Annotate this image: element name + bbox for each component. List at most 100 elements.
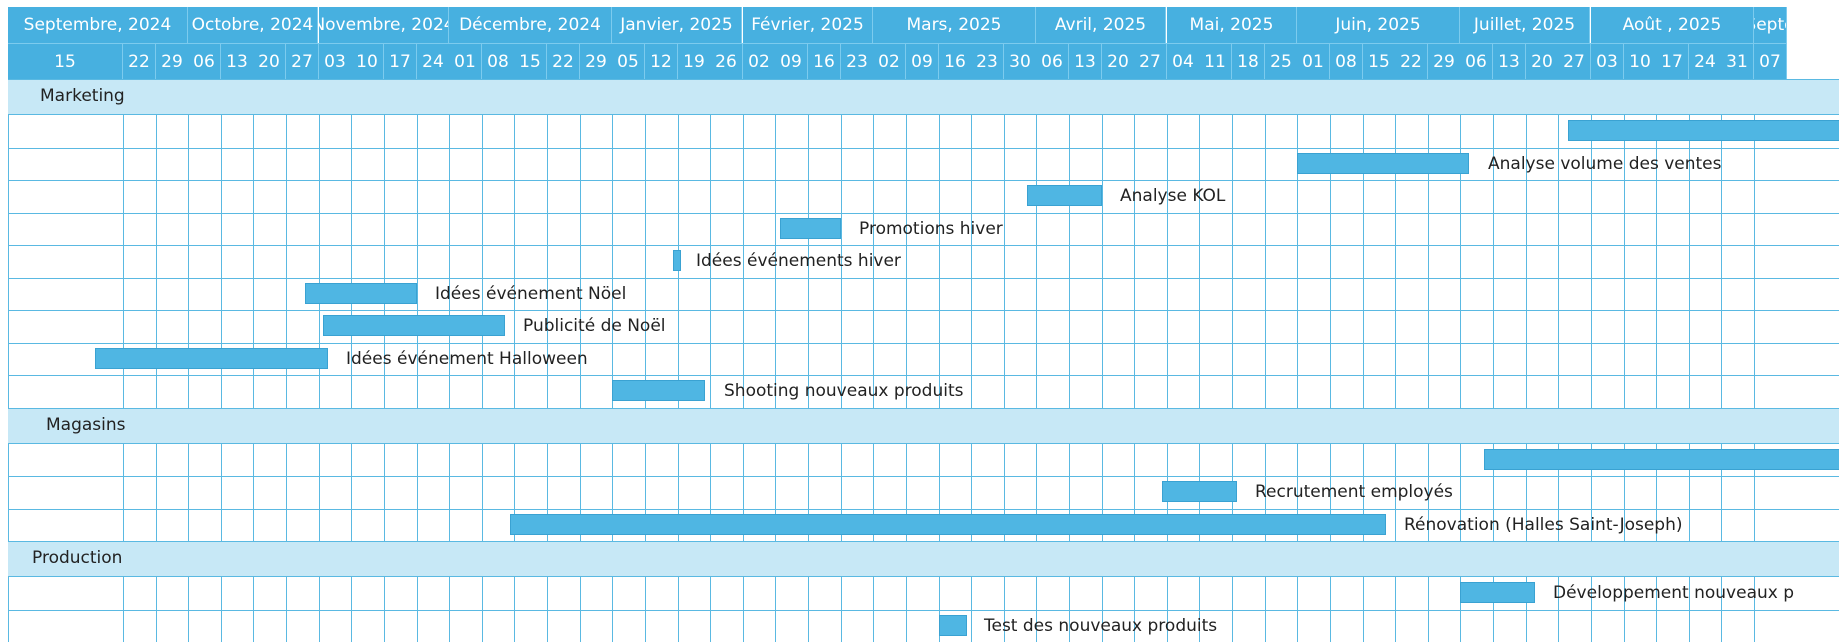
task-bar[interactable]	[1568, 120, 1839, 141]
task-label: Développement nouveaux p	[1553, 583, 1795, 603]
week-gridline	[580, 79, 581, 642]
week-header: 12	[645, 43, 678, 79]
week-header: 24	[1689, 43, 1722, 79]
week-header: 23	[841, 43, 874, 79]
week-gridline	[1069, 79, 1070, 642]
week-gridline	[1330, 79, 1331, 642]
task-label: Promotions hiver	[859, 219, 1003, 239]
task-bar[interactable]	[780, 218, 841, 239]
week-gridline	[1297, 79, 1298, 642]
task-row-divider	[8, 180, 1839, 181]
week-header: 16	[939, 43, 972, 79]
week-header: 24	[417, 43, 450, 79]
week-header: 15	[1363, 43, 1396, 79]
group-header-marketing[interactable]	[8, 79, 1839, 115]
week-header: 02	[743, 43, 776, 79]
week-header: 17	[384, 43, 417, 79]
week-header: 22	[123, 43, 156, 79]
week-header: 13	[1069, 43, 1102, 79]
week-gridline	[1624, 79, 1625, 642]
task-bar[interactable]	[612, 380, 705, 401]
task-row-divider	[8, 148, 1839, 149]
week-header: 10	[351, 43, 384, 79]
week-gridline	[1689, 79, 1690, 642]
week-header: 31	[1721, 43, 1754, 79]
week-header: 01	[1297, 43, 1330, 79]
week-gridline	[841, 79, 842, 642]
week-header: 13	[1493, 43, 1526, 79]
week-gridline	[775, 79, 776, 642]
week-gridline	[1656, 79, 1657, 642]
task-row-divider	[8, 343, 1839, 344]
task-bar[interactable]	[1297, 153, 1469, 174]
task-label: Idées événement Nöel	[435, 284, 627, 304]
week-gridline	[743, 79, 744, 642]
month-header: Février, 2025	[743, 7, 873, 43]
week-header: 03	[1591, 43, 1624, 79]
left-border-line	[8, 79, 9, 642]
week-gridline	[1558, 79, 1559, 642]
task-bar[interactable]	[1162, 481, 1237, 502]
week-gridline	[1167, 79, 1168, 642]
week-header: 19	[678, 43, 711, 79]
group-label: Magasins	[46, 414, 126, 435]
week-gridline	[939, 79, 940, 642]
week-header: 20	[1526, 43, 1559, 79]
week-gridline	[906, 79, 907, 642]
group-header-production[interactable]	[8, 541, 1839, 577]
task-bar[interactable]	[673, 250, 681, 271]
week-gridline	[1232, 79, 1233, 642]
week-header: 06	[1036, 43, 1069, 79]
week-gridline	[1199, 79, 1200, 642]
week-gridline	[449, 79, 450, 642]
week-header: 29	[1428, 43, 1461, 79]
task-label: Test des nouveaux produits	[984, 616, 1218, 636]
month-header: Mai, 2025	[1167, 7, 1297, 43]
group-header-magasins[interactable]	[8, 407, 1839, 444]
week-gridline	[645, 79, 646, 642]
week-header: 05	[612, 43, 645, 79]
week-gridline	[1754, 79, 1755, 642]
week-header: 02	[873, 43, 906, 79]
week-header: 16	[808, 43, 841, 79]
week-header: 18	[1232, 43, 1265, 79]
task-row-divider	[8, 476, 1839, 477]
week-header: 09	[906, 43, 939, 79]
task-label: Publicité de Noël	[523, 316, 666, 336]
week-gridline	[1493, 79, 1494, 642]
task-row-divider	[8, 245, 1839, 246]
week-header: 29	[156, 43, 189, 79]
month-header: Novembre, 2024	[319, 7, 449, 43]
week-gridline	[1428, 79, 1429, 642]
week-gridline	[1102, 79, 1103, 642]
week-gridline	[547, 79, 548, 642]
week-gridline	[384, 79, 385, 642]
task-bar[interactable]	[323, 315, 505, 336]
week-header: 13	[221, 43, 254, 79]
week-header: 01	[449, 43, 482, 79]
week-gridline	[971, 79, 972, 642]
task-bar[interactable]	[1460, 582, 1535, 603]
week-header: 25	[1265, 43, 1298, 79]
week-gridline	[710, 79, 711, 642]
task-bar[interactable]	[1027, 185, 1102, 206]
task-row-divider	[8, 610, 1839, 611]
week-gridline	[1265, 79, 1266, 642]
task-bar[interactable]	[1484, 449, 1839, 470]
week-gridline	[417, 79, 418, 642]
task-bar[interactable]	[510, 514, 1386, 535]
week-header: 15	[8, 43, 123, 79]
task-bar[interactable]	[305, 283, 417, 304]
week-gridline	[1460, 79, 1461, 642]
week-gridline	[482, 79, 483, 642]
month-header: Décembre, 2024	[449, 7, 612, 43]
week-header: 08	[1330, 43, 1363, 79]
week-gridline	[514, 79, 515, 642]
task-bar[interactable]	[939, 615, 967, 636]
week-header: 04	[1167, 43, 1200, 79]
task-label: Idées événements hiver	[696, 251, 901, 271]
week-gridline	[612, 79, 613, 642]
task-bar[interactable]	[95, 348, 328, 369]
week-header: 06	[188, 43, 221, 79]
